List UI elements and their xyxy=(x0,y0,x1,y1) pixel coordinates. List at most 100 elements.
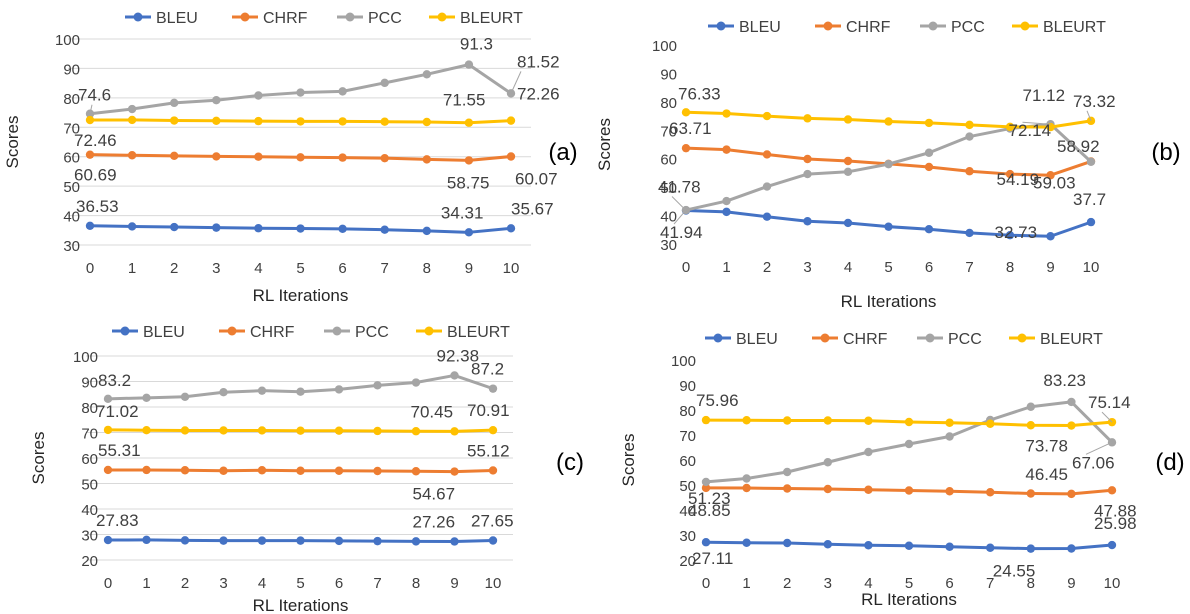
data-point xyxy=(142,465,151,475)
data-point xyxy=(380,153,389,163)
data-label: 47.88 xyxy=(1094,501,1137,520)
data-point xyxy=(127,151,137,160)
data-point xyxy=(296,387,305,396)
x-tick-label: 6 xyxy=(945,575,953,592)
y-tick-label: 90 xyxy=(679,378,696,395)
data-label: 24.55 xyxy=(993,562,1036,581)
data-point xyxy=(373,536,382,546)
data-point xyxy=(170,151,179,161)
data-point xyxy=(411,467,421,476)
data-point xyxy=(742,474,751,483)
label-leader-line xyxy=(673,209,687,225)
legend: BLEU CHRF PCC BLEURT xyxy=(705,331,1103,348)
data-label: 72.26 xyxy=(517,85,560,104)
data-label: 74.6 xyxy=(78,86,111,105)
data-point xyxy=(1067,397,1076,407)
data-point xyxy=(411,427,421,436)
legend-swatch-marker xyxy=(820,333,830,343)
data-point xyxy=(422,117,431,127)
y-axis-title: Scores xyxy=(595,118,614,171)
data-point xyxy=(843,167,853,176)
data-point xyxy=(422,70,431,79)
data-point xyxy=(334,385,344,394)
y-tick-label: 30 xyxy=(81,528,98,545)
y-tick-label: 100 xyxy=(671,353,696,370)
legend: BLEU CHRF PCC BLEURT xyxy=(112,324,510,341)
x-tick-label: 8 xyxy=(412,575,420,592)
data-point xyxy=(701,538,711,547)
data-point xyxy=(464,118,474,127)
data-label: 60.69 xyxy=(74,166,117,185)
x-tick-label: 7 xyxy=(373,575,381,592)
data-label: 36.53 xyxy=(76,197,119,216)
data-point xyxy=(212,223,221,232)
data-point xyxy=(722,145,731,154)
data-point xyxy=(219,388,228,397)
x-tick-label: 4 xyxy=(864,575,872,592)
series-bleu xyxy=(103,535,498,546)
y-tick-label: 60 xyxy=(679,453,696,470)
data-point xyxy=(127,222,137,231)
data-point xyxy=(254,152,263,161)
data-label: 51.23 xyxy=(688,489,731,508)
legend-entry-chrf: CHRF xyxy=(250,324,295,341)
y-tick-label: 30 xyxy=(679,528,696,545)
x-tick-label: 10 xyxy=(485,575,502,592)
data-point xyxy=(142,535,151,545)
data-point xyxy=(1107,438,1117,447)
legend-swatch-marker xyxy=(424,326,434,336)
x-tick-label: 5 xyxy=(905,575,913,592)
data-point xyxy=(843,156,853,166)
data-point xyxy=(843,218,853,228)
data-point xyxy=(924,118,934,128)
y-tick-label: 40 xyxy=(81,502,98,519)
y-tick-label: 100 xyxy=(652,38,677,55)
data-point xyxy=(450,467,459,476)
data-point xyxy=(762,212,772,221)
data-label: 27.83 xyxy=(96,511,139,530)
label-leader-line xyxy=(1101,411,1113,423)
data-point xyxy=(142,393,151,403)
data-point xyxy=(1026,544,1036,553)
legend-swatch-marker xyxy=(823,21,833,31)
data-label: 59.03 xyxy=(1033,173,1076,192)
data-point xyxy=(254,91,263,100)
panel-label: (b) xyxy=(1151,139,1180,166)
data-point xyxy=(986,488,995,497)
legend-swatch-marker xyxy=(716,21,726,31)
data-label: 46.45 xyxy=(1025,465,1068,484)
legend-entry-pcc: PCC xyxy=(951,19,985,36)
data-point xyxy=(1026,421,1036,430)
data-point xyxy=(380,78,389,88)
data-point xyxy=(85,115,95,125)
data-point xyxy=(380,117,389,126)
data-point xyxy=(212,96,221,105)
data-point xyxy=(373,466,382,476)
x-tick-label: 3 xyxy=(212,260,220,277)
data-label: 73.32 xyxy=(1073,92,1116,111)
data-point xyxy=(170,116,179,125)
legend-entry-pcc: PCC xyxy=(368,10,402,27)
data-point xyxy=(681,143,691,153)
legend-entry-bleurt: BLEURT xyxy=(1043,19,1106,36)
y-tick-label: 30 xyxy=(660,237,677,254)
data-label: 70.45 xyxy=(411,402,454,421)
x-tick-label: 9 xyxy=(450,575,458,592)
y-tick-label: 40 xyxy=(63,209,80,226)
x-tick-label: 7 xyxy=(986,575,994,592)
legend-entry-chrf: CHRF xyxy=(846,19,891,36)
x-tick-label: 2 xyxy=(763,259,771,276)
data-label: 41.78 xyxy=(658,178,701,197)
data-point xyxy=(1086,217,1096,227)
y-tick-label: 20 xyxy=(81,553,98,570)
legend-entry-bleurt: BLEURT xyxy=(460,10,523,27)
y-tick-label: 40 xyxy=(679,503,696,520)
data-label: 54.67 xyxy=(413,485,456,504)
data-point xyxy=(296,466,305,475)
y-tick-label: 90 xyxy=(660,66,677,83)
y-tick-label: 90 xyxy=(81,375,98,392)
data-point xyxy=(219,466,228,475)
data-label: 32.73 xyxy=(995,223,1038,242)
data-point xyxy=(296,426,305,435)
data-point xyxy=(945,418,954,427)
